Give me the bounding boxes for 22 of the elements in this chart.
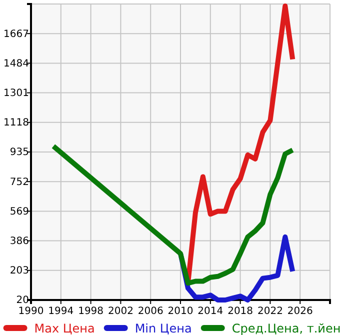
y-tick-label: 1484 xyxy=(4,58,29,70)
y-tick-label: 1118 xyxy=(4,118,29,129)
x-tick-label: 1994 xyxy=(48,306,74,318)
x-tick-label: 1998 xyxy=(78,306,104,318)
y-tick-label: 752 xyxy=(10,176,29,188)
x-tick-label: 1990 xyxy=(18,306,44,318)
y-tick-label: 386 xyxy=(10,236,29,247)
x-tick-label: 2010 xyxy=(168,306,194,318)
x-tick-label: 2002 xyxy=(108,306,134,318)
y-tick-label: 569 xyxy=(10,206,29,218)
legend-label: Min Цена xyxy=(134,322,192,335)
x-tick-label: 2022 xyxy=(257,306,283,318)
x-tick-label: 2014 xyxy=(198,306,224,318)
legend-label: Сред.Цена, т.йен xyxy=(232,322,341,335)
y-tick-label: 935 xyxy=(10,147,29,158)
y-tick-label: 203 xyxy=(10,266,29,277)
x-tick-label: 2006 xyxy=(138,306,164,318)
y-tick-label: 1667 xyxy=(4,28,29,40)
x-tick-label: 2018 xyxy=(228,306,254,318)
x-tick-label: 2026 xyxy=(287,306,313,318)
legend-label: Max Цена xyxy=(34,322,95,335)
y-tick-label: 1301 xyxy=(4,88,29,99)
